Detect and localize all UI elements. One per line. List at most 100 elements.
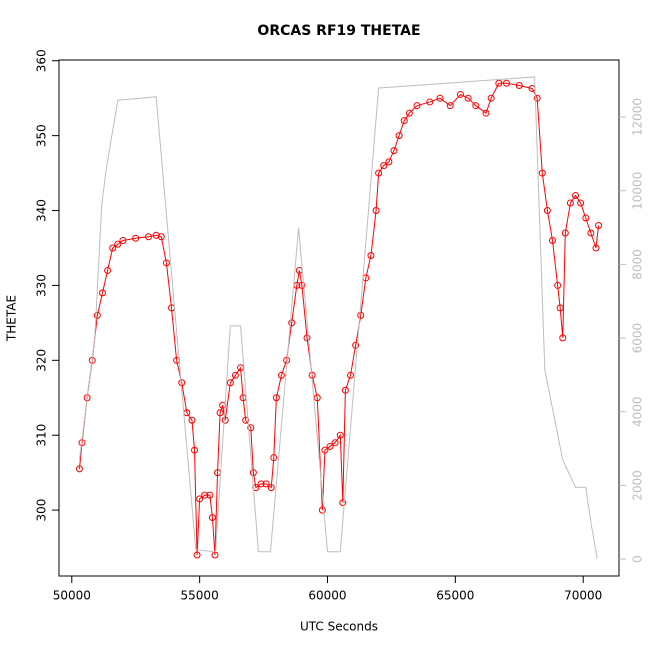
data-point — [482, 109, 490, 117]
data-point — [582, 214, 590, 222]
data-point — [188, 416, 196, 424]
data-point — [456, 90, 464, 98]
y-tick-label: 300 — [35, 499, 49, 522]
data-point — [577, 199, 585, 207]
data-point — [395, 132, 403, 140]
data-point — [464, 94, 472, 102]
y2-tick-label: 12000 — [631, 98, 645, 136]
y2-tick-label: 6000 — [631, 323, 645, 354]
data-point — [385, 158, 393, 166]
data-point — [436, 94, 444, 102]
data-point — [341, 386, 349, 394]
data-point — [247, 424, 255, 432]
y-tick-label: 310 — [35, 424, 49, 447]
data-point — [472, 102, 480, 110]
x-tick-label: 55000 — [181, 589, 219, 603]
data-point — [413, 102, 421, 110]
data-point — [313, 394, 321, 402]
data-point — [426, 98, 434, 106]
data-point — [303, 334, 311, 342]
data-point — [298, 281, 306, 289]
data-point — [119, 236, 127, 244]
data-point — [219, 401, 227, 409]
x-axis-label: UTC Seconds — [300, 620, 378, 634]
y-tick-label: 360 — [35, 49, 49, 72]
series-line — [78, 76, 598, 560]
data-point — [132, 234, 140, 242]
data-point — [592, 244, 600, 252]
x-tick-label: 50000 — [53, 589, 91, 603]
data-point — [162, 259, 170, 267]
chart-title: ORCAS RF19 THETAE — [257, 23, 420, 39]
data-point — [226, 379, 234, 387]
data-point — [221, 416, 229, 424]
data-point — [549, 236, 557, 244]
y2-tick-label: 4000 — [631, 396, 645, 427]
x-tick-label: 60000 — [308, 589, 346, 603]
data-point — [272, 394, 280, 402]
y2-tick-label: 2000 — [631, 470, 645, 501]
data-point — [216, 409, 224, 417]
data-point — [566, 199, 574, 207]
y-tick-label: 320 — [35, 349, 49, 372]
x-tick-label: 65000 — [436, 589, 474, 603]
data-point — [495, 79, 503, 87]
data-point — [191, 446, 199, 454]
data-point — [318, 506, 326, 514]
data-point — [277, 371, 285, 379]
y-axis-label: THETAE — [5, 295, 19, 342]
data-point — [533, 94, 541, 102]
y-tick-label: 350 — [35, 124, 49, 147]
data-point — [326, 442, 334, 450]
data-point — [144, 233, 152, 241]
data-point — [267, 484, 275, 492]
data-point — [515, 81, 523, 89]
data-point — [400, 117, 408, 125]
data-point — [372, 207, 380, 215]
data-point — [98, 289, 106, 297]
data-point — [321, 446, 329, 454]
data-point — [93, 311, 101, 319]
data-point — [538, 169, 546, 177]
data-point — [104, 266, 112, 274]
data-point — [270, 454, 278, 462]
data-point — [157, 233, 165, 241]
data-point — [347, 371, 355, 379]
data-point — [193, 551, 201, 559]
data-point — [109, 244, 117, 252]
data-point — [208, 514, 216, 522]
data-point — [559, 334, 567, 342]
data-point — [201, 491, 209, 499]
data-point — [262, 480, 270, 488]
data-point — [352, 341, 360, 349]
data-point — [554, 281, 562, 289]
plot-box — [58, 59, 620, 577]
data-point — [390, 147, 398, 155]
data-point — [196, 495, 204, 503]
data-point — [114, 240, 122, 248]
data-point — [572, 192, 580, 200]
data-point — [206, 491, 214, 499]
data-point — [257, 480, 265, 488]
data-point — [561, 229, 569, 237]
data-point — [587, 229, 595, 237]
data-point — [231, 371, 239, 379]
data-point — [487, 94, 495, 102]
data-point — [380, 162, 388, 170]
y2-tick-label: 0 — [631, 555, 645, 563]
y2-tick-label: 8000 — [631, 249, 645, 280]
data-point — [375, 169, 383, 177]
data-point — [367, 251, 375, 259]
data-point — [331, 439, 339, 447]
data-point — [405, 109, 413, 117]
data-point — [595, 222, 603, 230]
data-point — [339, 499, 347, 507]
data-point — [242, 416, 250, 424]
data-point — [446, 102, 454, 110]
y-tick-label: 330 — [35, 274, 49, 297]
data-point — [357, 311, 365, 319]
y2-tick-label: 10000 — [631, 172, 645, 210]
data-point — [75, 465, 83, 473]
